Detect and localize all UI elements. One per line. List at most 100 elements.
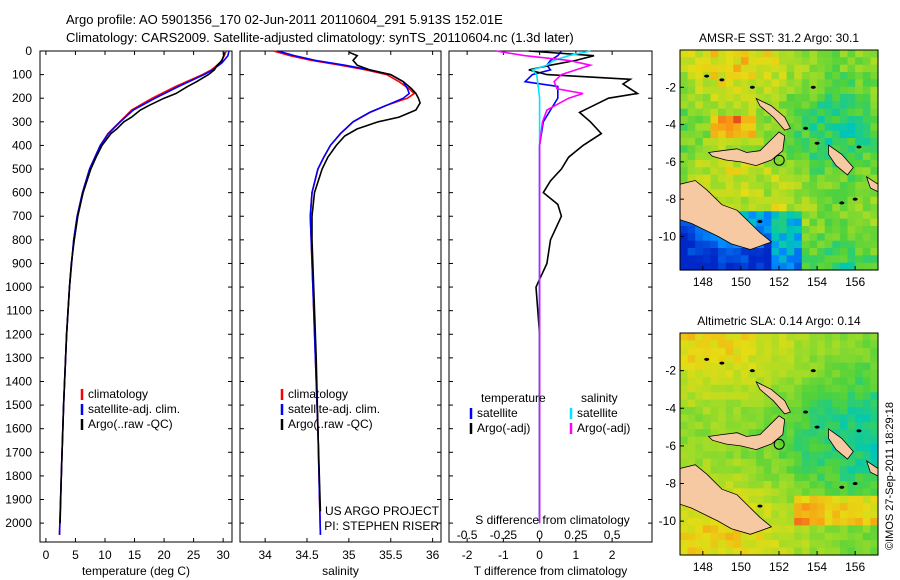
sst_map-cell (710, 86, 719, 95)
sla_map-cell (710, 451, 719, 460)
sla_map-cell (718, 458, 727, 467)
sla_map-cell (855, 466, 864, 475)
sla_map-cell (687, 414, 696, 423)
sla_map-cell (855, 540, 864, 549)
sst_map-cell (862, 218, 871, 227)
sst_map-cell (702, 101, 711, 110)
sst_map-cell (786, 255, 795, 264)
sst_map-cell (779, 211, 788, 220)
sla_map-cell (817, 444, 826, 452)
sla_map-cell (702, 377, 711, 386)
sst_map-cell (817, 138, 826, 146)
sla_map-cell (687, 340, 696, 349)
sst_map-cell (847, 233, 856, 242)
sla_map-cell (801, 392, 810, 401)
sst_map-cell (832, 123, 841, 132)
sla_map-cell (733, 421, 742, 430)
sla_map-cell (680, 451, 689, 460)
sla_map-cell (718, 451, 727, 460)
sst_map-cell (756, 211, 765, 220)
sla_map-cell (839, 347, 849, 356)
sla_map-cell (786, 436, 795, 445)
sst_map-cell (687, 248, 696, 256)
sla_map-cell (786, 451, 795, 460)
diff-legend-s-label: Argo(-adj) (577, 421, 630, 435)
sla_map-cell (779, 525, 788, 534)
sst_map-cell (847, 79, 856, 88)
sla_map-cell (756, 488, 765, 497)
sst_map-cell (839, 174, 849, 183)
sst_map-islet (810, 85, 816, 89)
sst_map-cell (809, 255, 818, 264)
sst_map-cell (847, 211, 856, 220)
salinity-legend-label: Argo(..raw -QC) (288, 417, 373, 431)
sst_map-cell (733, 116, 742, 124)
sst_map-cell (680, 255, 689, 264)
sla_map-cell (809, 532, 818, 541)
sla_map-cell (817, 436, 826, 445)
sla_map-cell (695, 525, 704, 534)
sla_map-cell (748, 407, 757, 415)
sla_map-cell (824, 377, 833, 386)
sst_map-cell (794, 182, 803, 190)
sst_map-cell (733, 174, 742, 183)
sst_map-cell (786, 196, 795, 205)
sst_map-cell (862, 226, 871, 234)
diff-s-tick-label: -0.5 (457, 528, 478, 542)
sla_map-cell (748, 340, 757, 349)
sla_map-cell (756, 340, 765, 349)
sst_map-cell (855, 248, 864, 256)
sla_map-cell (855, 436, 864, 445)
sla_map-cell (832, 421, 841, 430)
sla_map-cell (786, 377, 795, 386)
sla_map-cell (779, 540, 788, 549)
sla_map-cell (855, 384, 864, 393)
sst_map-cell (756, 226, 765, 234)
sla_map-cell (718, 421, 727, 430)
sla_map-cell (756, 481, 765, 489)
diff-s-tick-label: -0.25 (490, 528, 518, 542)
sst_map-cell (855, 101, 864, 110)
sla_map-cell (801, 377, 810, 386)
sla_map-cell (763, 399, 772, 408)
sla_map-cell (855, 355, 864, 364)
temperature-legend-label: climatology (88, 387, 148, 401)
temperature-frame (39, 50, 233, 543)
sst_map-cell (817, 248, 826, 256)
sst_map-cell (855, 50, 864, 58)
sst_map-cell (824, 101, 833, 110)
sst_map-cell (809, 182, 818, 190)
sla_map-islet (810, 369, 816, 373)
sla_map-cell (680, 414, 689, 423)
sst_map-cell (817, 108, 826, 117)
sst_map-cell (870, 160, 879, 168)
sst_map-cell (695, 152, 704, 161)
sla_map-cell (687, 525, 696, 534)
sla_map-cell (862, 436, 871, 445)
sst_map-cell (695, 86, 704, 95)
sla_map-cell (740, 429, 750, 438)
sla_map-cell (824, 518, 833, 526)
sst_map-cell (809, 167, 818, 176)
sst_map-cell (839, 248, 849, 256)
sla_map-cell (687, 451, 696, 460)
sla_map-cell (695, 355, 704, 364)
sst_map-cell (786, 72, 795, 80)
sst_map-cell (786, 116, 795, 124)
sla_map-cell (740, 444, 750, 452)
sla_map-cell (771, 503, 780, 512)
sst_map-cell (771, 233, 780, 242)
sst_map-cell (756, 138, 765, 146)
sst_map-cell (740, 167, 750, 176)
sla_map-cell (687, 540, 696, 549)
sla_map-cell (725, 481, 734, 489)
sst_map-cell (832, 64, 841, 73)
sst_map-cell (763, 233, 772, 242)
sla_map-cell (839, 407, 849, 415)
sla_map-cell (779, 451, 788, 460)
sla_map-cell (817, 481, 826, 489)
sst_map-cell (740, 145, 750, 154)
sst_map-cell (779, 248, 788, 256)
sst_map-cell (847, 130, 856, 139)
sst_map-cell (710, 101, 719, 110)
